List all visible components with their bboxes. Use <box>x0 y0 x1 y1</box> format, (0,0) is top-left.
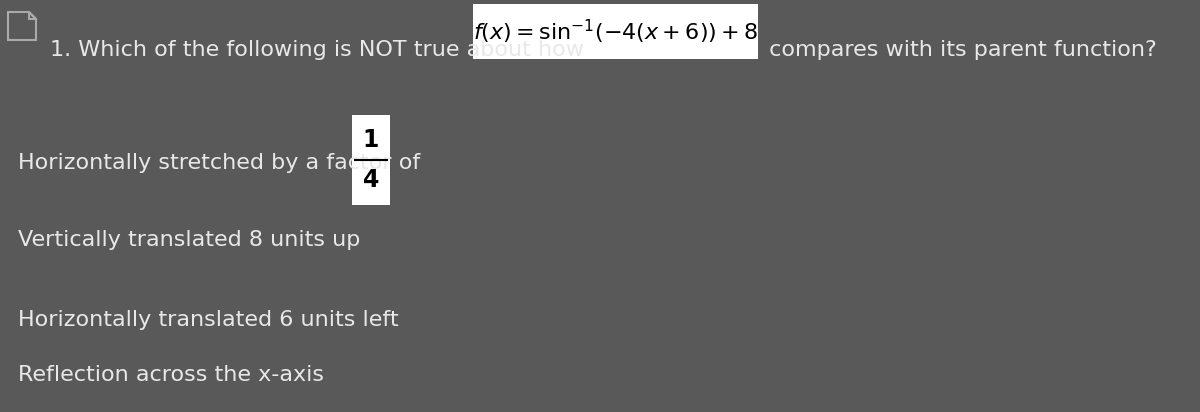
Text: 1. Which of the following is NOT true about how: 1. Which of the following is NOT true ab… <box>50 40 592 60</box>
Text: Horizontally translated 6 units left: Horizontally translated 6 units left <box>18 310 398 330</box>
FancyBboxPatch shape <box>352 115 390 205</box>
Text: Reflection across the x-axis: Reflection across the x-axis <box>18 365 324 385</box>
Text: 4: 4 <box>362 168 379 192</box>
Text: Horizontally stretched by a factor of: Horizontally stretched by a factor of <box>18 153 427 173</box>
Text: Vertically translated 8 units up: Vertically translated 8 units up <box>18 230 360 250</box>
Text: $f(x) = \sin^{-1}\!\left(-4(x+6)\right) + 8$: $f(x) = \sin^{-1}\!\left(-4(x+6)\right) … <box>473 17 758 46</box>
FancyBboxPatch shape <box>473 4 758 59</box>
Text: compares with its parent function?: compares with its parent function? <box>762 40 1157 60</box>
Text: 1: 1 <box>362 128 379 152</box>
